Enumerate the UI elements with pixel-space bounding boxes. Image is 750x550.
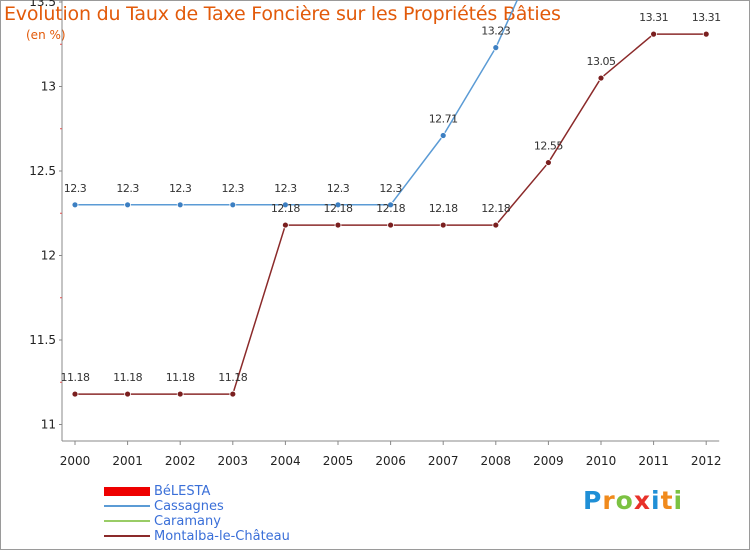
y-tick-label: 13.5 <box>29 0 56 9</box>
unit-label: (en %) <box>26 28 66 42</box>
data-point <box>387 221 395 229</box>
data-label: 12.18 <box>324 202 353 215</box>
data-point <box>439 132 447 139</box>
chart-title: Evolution du Taux de Taxe Foncière sur l… <box>4 3 561 25</box>
data-label: 13.05 <box>587 55 616 68</box>
y-tick-label: 11 <box>41 418 56 432</box>
legend-label: Caramany <box>154 514 221 529</box>
proxiti-logo: Proxiti <box>583 486 683 515</box>
data-label: 11.18 <box>61 371 90 384</box>
logo-letter: i <box>651 486 661 515</box>
data-point <box>439 221 447 229</box>
data-label: 11.18 <box>218 371 247 384</box>
data-point <box>492 221 500 229</box>
x-tick-label: 2011 <box>638 454 669 468</box>
data-point <box>124 201 131 209</box>
y-tick-label: 12.5 <box>29 164 56 178</box>
data-label: 13.31 <box>692 11 721 24</box>
data-point <box>492 44 500 52</box>
x-tick-label: 2000 <box>60 454 91 468</box>
data-label: 12.3 <box>64 182 87 195</box>
x-tick-label: 2010 <box>586 454 617 468</box>
logo-letter: P <box>583 486 603 515</box>
x-tick-label: 2002 <box>165 454 196 468</box>
data-label: 12.18 <box>429 202 458 215</box>
data-label: 11.18 <box>113 371 142 384</box>
x-tick-label: 2007 <box>428 454 459 468</box>
x-tick-label: 2012 <box>691 454 722 468</box>
logo-letter: r <box>602 486 616 515</box>
data-label: 12.18 <box>271 202 300 215</box>
data-label: 12.3 <box>222 182 245 195</box>
data-point <box>334 221 342 229</box>
data-label: 12.3 <box>327 182 350 195</box>
data-point <box>124 390 131 398</box>
legend-swatch <box>104 486 150 496</box>
y-tick-label: 11.5 <box>29 333 56 347</box>
data-label: 12.55 <box>534 140 563 153</box>
data-point <box>229 201 237 209</box>
data-point <box>176 201 184 209</box>
x-tick-label: 2004 <box>270 454 301 468</box>
data-label: 12.71 <box>429 113 458 126</box>
x-tick-label: 2005 <box>323 454 354 468</box>
legend-label: Cassagnes <box>154 499 224 514</box>
series-3 <box>71 30 710 398</box>
x-tick-label: 2009 <box>533 454 564 468</box>
data-label: 12.18 <box>376 202 405 215</box>
data-point <box>334 201 342 209</box>
data-point <box>545 159 552 166</box>
data-point <box>387 201 395 209</box>
x-tick-label: 2001 <box>112 454 143 468</box>
data-label: 13.31 <box>639 11 668 24</box>
data-point <box>281 221 289 229</box>
axes: 1111.51212.51313.51414.51515.52000200120… <box>29 0 721 468</box>
logo-letter: i <box>673 486 684 515</box>
data-point <box>597 74 605 82</box>
legend-swatch <box>104 520 150 522</box>
y-tick-label: 12 <box>41 249 56 263</box>
x-tick-label: 2008 <box>481 454 512 468</box>
data-point <box>650 30 657 38</box>
data-label: 12.3 <box>379 182 402 195</box>
series-line <box>74 0 519 206</box>
data-point <box>71 390 79 398</box>
data-label: 11.18 <box>166 371 195 384</box>
data-label: 12.3 <box>169 182 192 195</box>
data-label: 12.3 <box>274 182 297 195</box>
x-tick-label: 2003 <box>218 454 249 468</box>
data-point <box>281 201 289 209</box>
data-labels: 13.6813.6814.3614.514.6414.7814.9315.081… <box>61 11 722 384</box>
legend-label: Montalba-le-Château <box>154 529 290 544</box>
logo-letter: x <box>633 486 651 515</box>
data-label: 13.23 <box>481 25 510 38</box>
data-point <box>71 201 79 209</box>
x-tick-label: 2006 <box>375 454 406 468</box>
legend-swatch <box>104 505 150 507</box>
series-1 <box>71 0 519 209</box>
legend-label: BéLESTA <box>154 484 211 499</box>
data-label: 12.3 <box>116 182 139 195</box>
data-point <box>176 390 184 398</box>
series-layer <box>71 0 710 398</box>
data-point <box>702 30 710 38</box>
logo-letter: o <box>615 486 634 515</box>
data-point <box>229 390 237 398</box>
y-tick-label: 13 <box>41 80 56 94</box>
logo-letter: t <box>660 486 674 515</box>
legend-swatch <box>104 535 150 537</box>
data-label: 12.18 <box>481 202 510 215</box>
